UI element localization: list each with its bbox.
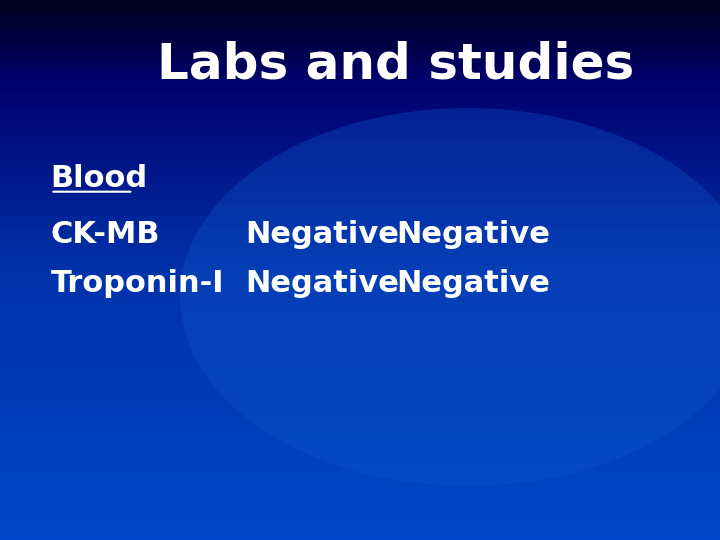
Text: CK-MB: CK-MB [50, 220, 160, 249]
Text: Troponin-I: Troponin-I [50, 269, 224, 298]
Text: Negative: Negative [245, 269, 399, 298]
Text: Negative: Negative [396, 269, 550, 298]
Text: Labs and studies: Labs and studies [158, 41, 634, 89]
Text: Negative: Negative [396, 220, 550, 249]
Ellipse shape [180, 108, 720, 486]
Text: Negative: Negative [245, 220, 399, 249]
Text: Blood: Blood [50, 164, 148, 193]
